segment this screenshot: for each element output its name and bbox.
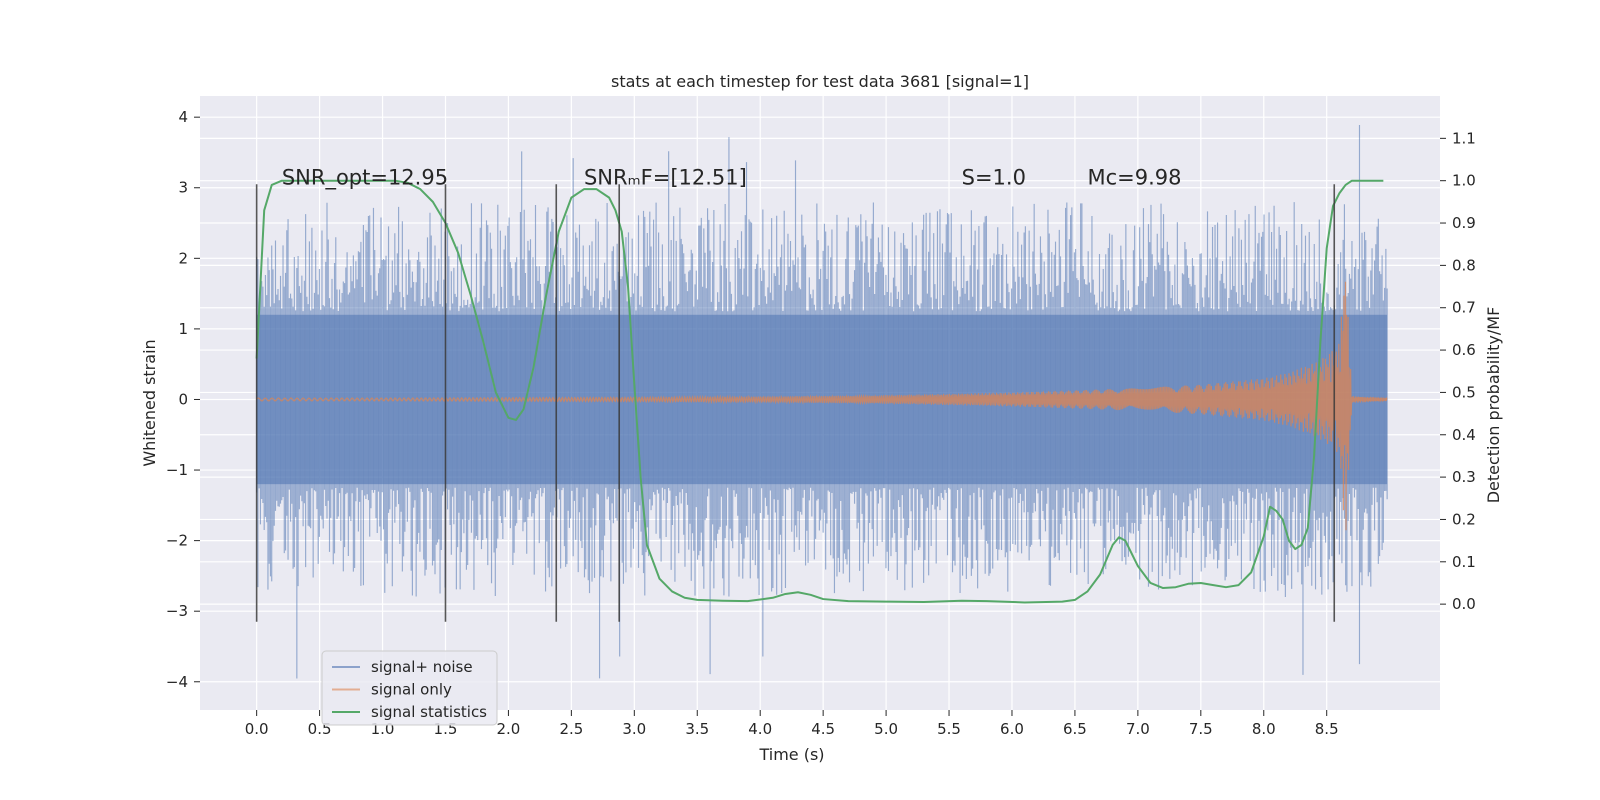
y-axis-label: Whitened strain xyxy=(140,339,159,466)
x-tick-label: 2.0 xyxy=(496,720,520,738)
y-tick-label: −3 xyxy=(166,602,188,620)
y-tick-label: −2 xyxy=(166,532,188,550)
y-tick-label: 2 xyxy=(178,249,188,267)
x-tick-label: 8.0 xyxy=(1252,720,1276,738)
x-tick-label: 8.5 xyxy=(1315,720,1339,738)
y2-tick-label: 0.9 xyxy=(1452,214,1476,232)
x-tick-label: 3.5 xyxy=(685,720,709,738)
x-tick-label: 0.0 xyxy=(245,720,269,738)
x-tick-label: 4.5 xyxy=(811,720,835,738)
y-tick-label: 1 xyxy=(178,320,188,338)
y2-tick-label: 0.6 xyxy=(1452,341,1476,359)
y2-tick-label: 0.3 xyxy=(1452,468,1476,486)
x-tick-label: 5.0 xyxy=(874,720,898,738)
legend: signal+ noise signal only signal statistic… xyxy=(321,650,498,726)
y2-tick-label: 0.8 xyxy=(1452,256,1476,274)
x-tick-label: 4.0 xyxy=(748,720,772,738)
series-signal-statistics xyxy=(255,179,1384,604)
y2-tick-label: 1.1 xyxy=(1452,129,1476,147)
x-tick-label: 2.5 xyxy=(559,720,583,738)
y-tick-label: 4 xyxy=(178,108,188,126)
x-tick-label: 6.5 xyxy=(1063,720,1087,738)
legend-label: signal only xyxy=(371,681,452,699)
y2-tick-label: 0.2 xyxy=(1452,510,1476,528)
chart-title: stats at each timestep for test data 368… xyxy=(611,72,1029,91)
y-tick-label: −1 xyxy=(166,461,188,479)
y-tick-label: −4 xyxy=(166,673,188,691)
y2-axis-label: Detection probability/MF xyxy=(1484,307,1503,504)
x-tick-label: 7.0 xyxy=(1126,720,1150,738)
legend-label: signal+ noise xyxy=(371,658,473,676)
x-axis-label: Time (s) xyxy=(758,745,824,764)
y2-tick-label: 0.5 xyxy=(1452,383,1476,401)
annotation-snr-opt: SNR_opt=12.95 xyxy=(282,166,448,191)
y2-tick-label: 0.0 xyxy=(1452,595,1476,613)
y-tick-label: 0 xyxy=(178,390,188,408)
annotations: SNR_opt=12.95 SNRₘF=[12.51] S=1.0 Mᴄ=9.98 xyxy=(282,166,1182,191)
y2-tick-label: 0.4 xyxy=(1452,426,1476,444)
x-tick-label: 3.0 xyxy=(622,720,646,738)
y2-tick-label: 1.0 xyxy=(1452,172,1476,190)
annotation-chirp-mass: Mᴄ=9.98 xyxy=(1088,166,1182,190)
vertical-markers xyxy=(255,184,1336,622)
y-tick-label: 3 xyxy=(178,179,188,197)
legend-box xyxy=(321,650,498,726)
annotation-snr-mf: SNRₘF=[12.51] xyxy=(584,166,747,190)
x-tick-label: 7.5 xyxy=(1189,720,1213,738)
legend-label: signal statistics xyxy=(371,703,487,721)
annotation-s-value: S=1.0 xyxy=(962,166,1026,190)
x-tick-label: 5.5 xyxy=(937,720,961,738)
y2-tick-label: 0.7 xyxy=(1452,299,1476,317)
x-tick-label: 6.0 xyxy=(1000,720,1024,738)
y2-tick-label: 0.1 xyxy=(1452,553,1476,571)
